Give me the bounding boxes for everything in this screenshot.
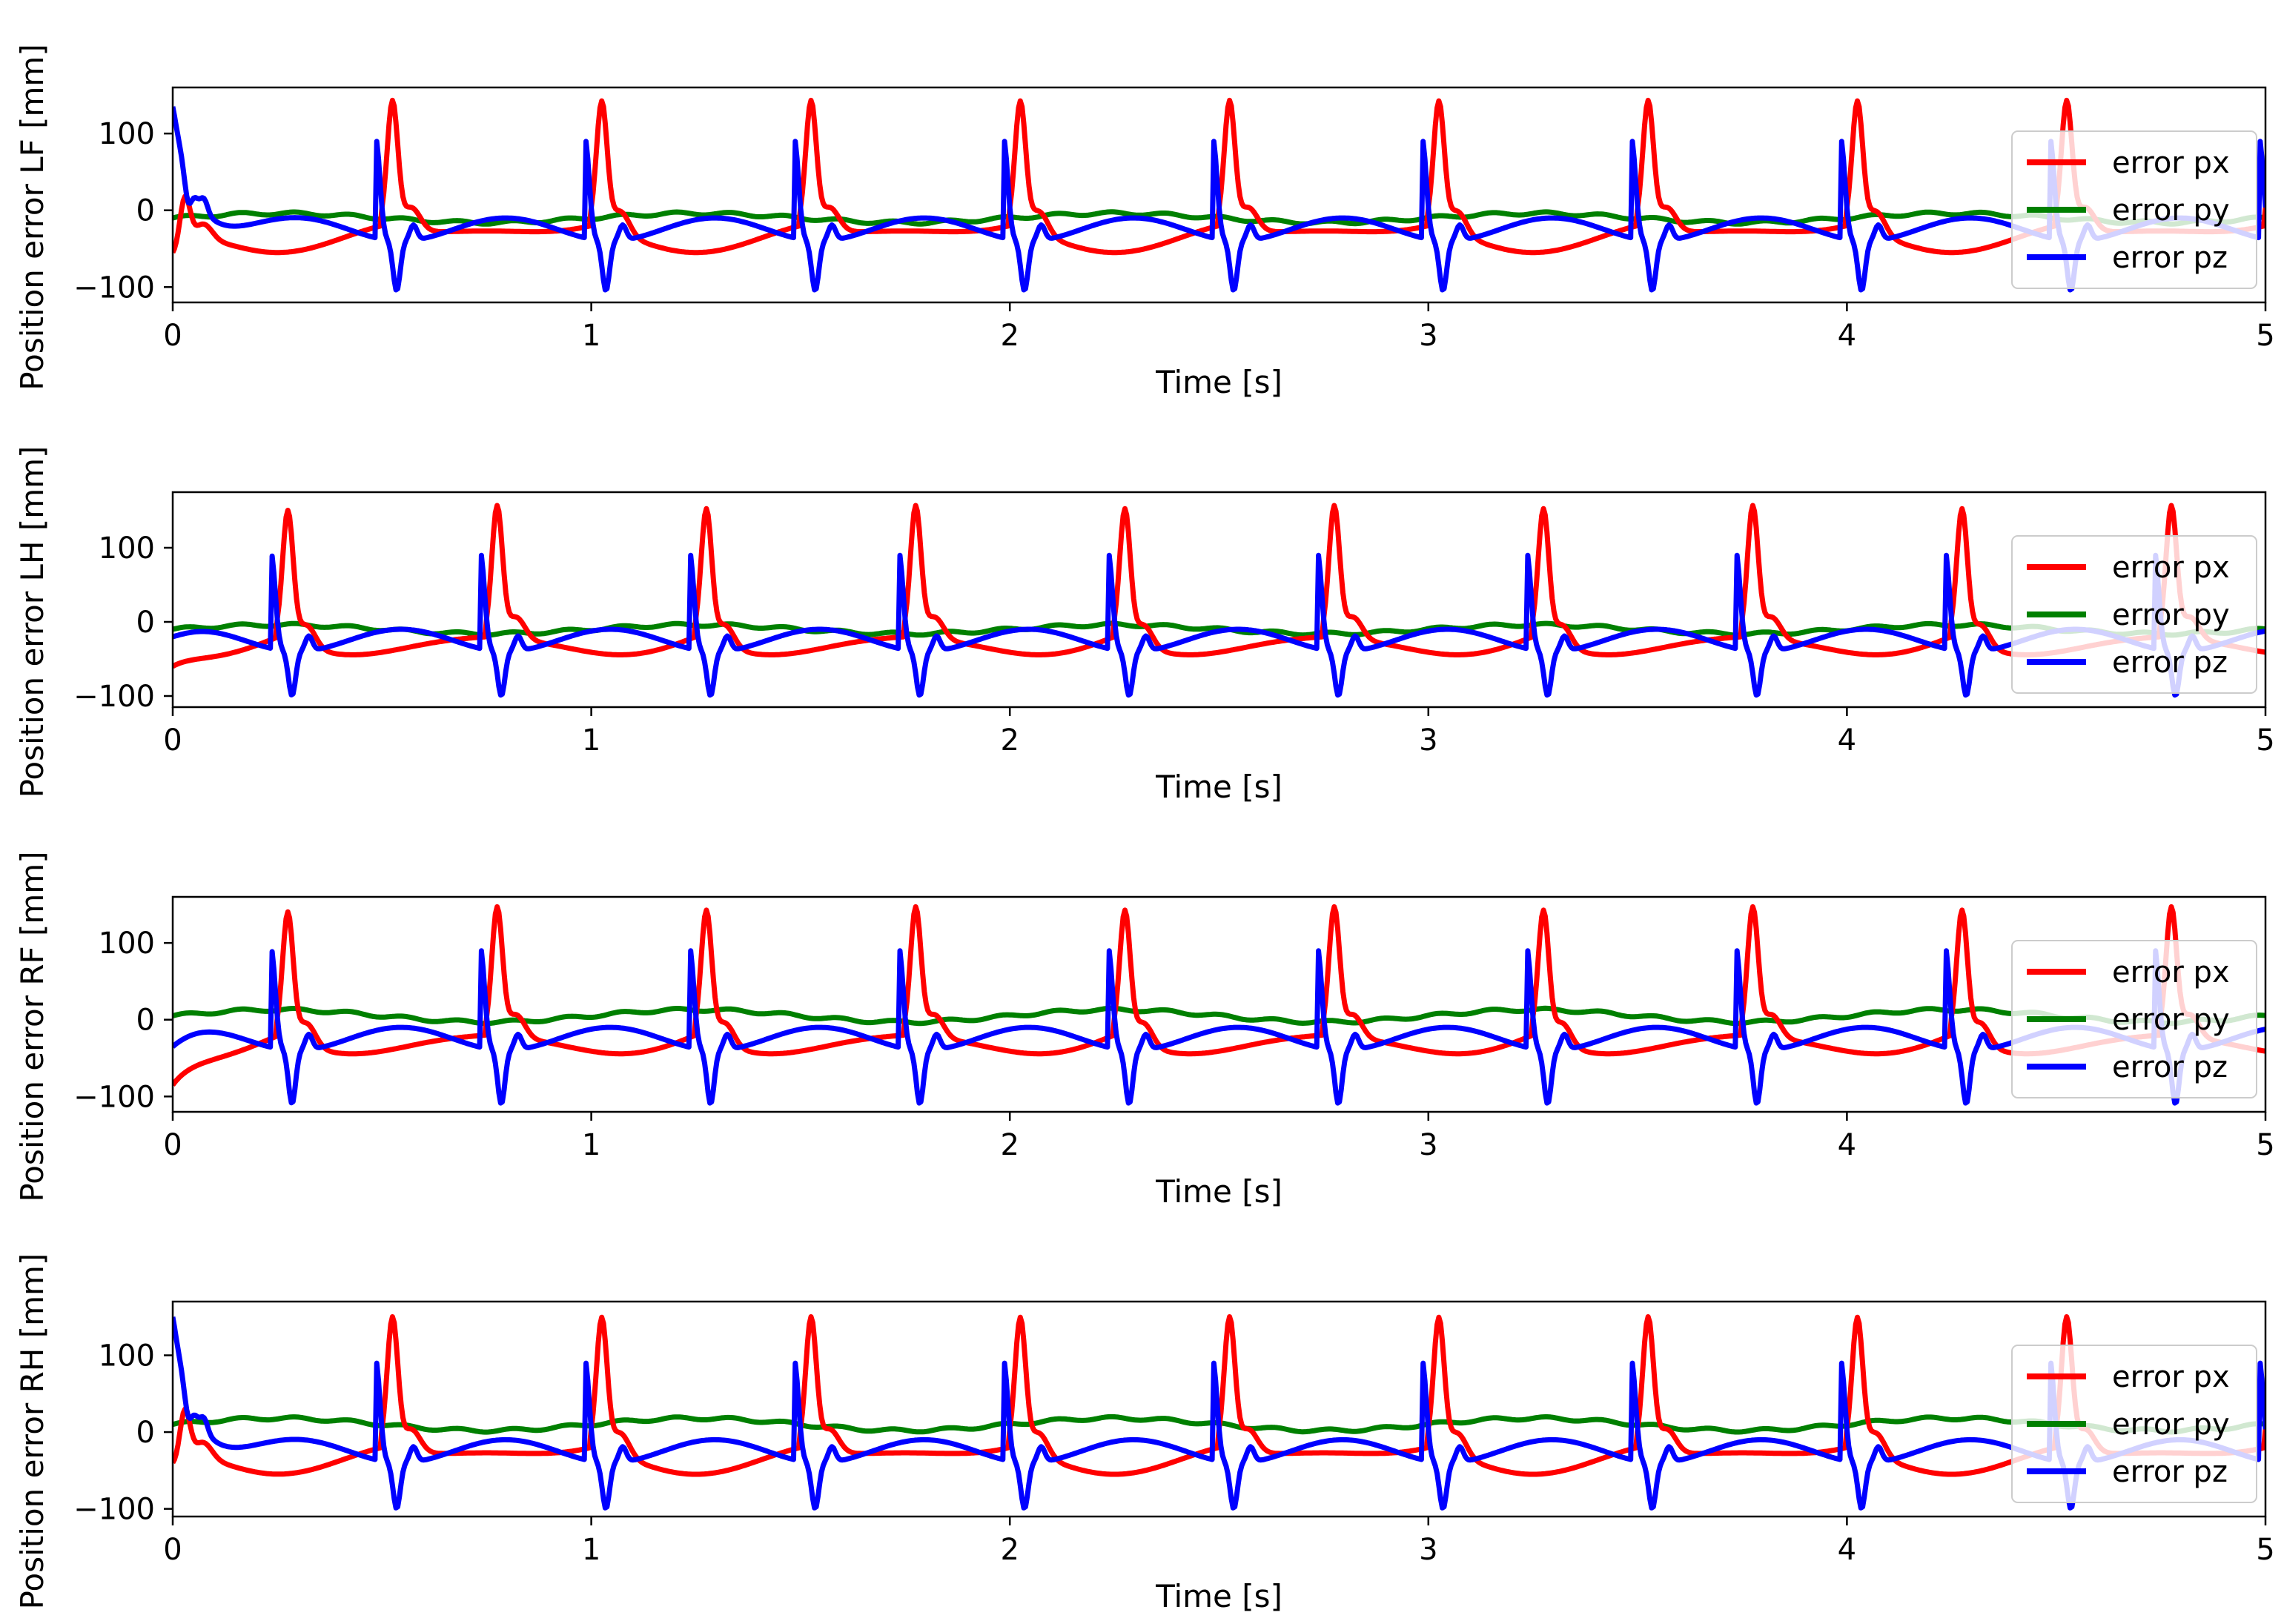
x-tick-label: 5 <box>2256 1533 2274 1567</box>
legend-label-error-px: error px <box>2112 1360 2230 1394</box>
y-tick-label: 100 <box>99 531 155 566</box>
x-tick-label: 3 <box>1419 1128 1437 1162</box>
y-tick-label: 100 <box>99 927 155 961</box>
x-tick-label: 3 <box>1419 723 1437 758</box>
x-tick-label: 0 <box>163 723 182 758</box>
x-tick-label: 4 <box>1838 1128 1856 1162</box>
legend-label-error-px: error px <box>2112 955 2230 990</box>
x-tick-label: 2 <box>1000 1128 1019 1162</box>
legend-box <box>2011 130 2257 289</box>
x-tick-label: 0 <box>163 1533 182 1567</box>
x-tick-label: 0 <box>163 1128 182 1162</box>
x-tick-label: 5 <box>2256 1128 2274 1162</box>
legend-label-error-pz: error pz <box>2112 241 2228 275</box>
y-axis-label: Position error RH [mm] <box>14 1253 50 1610</box>
x-axis-label: Time [s] <box>1155 769 1282 805</box>
legend-label-error-pz: error pz <box>2112 1455 2228 1489</box>
legend-label-error-px: error px <box>2112 551 2230 585</box>
legend: error px error py error pz <box>2011 535 2257 694</box>
axes-frame <box>171 895 2267 1113</box>
legend: error px error py error pz <box>2011 130 2257 289</box>
plot-area <box>173 904 2265 1106</box>
legend-label-error-py: error py <box>2112 1003 2230 1037</box>
y-tick-label: 0 <box>136 1416 155 1450</box>
legend-label-error-py: error py <box>2112 1408 2230 1442</box>
y-axis-label: Position error LF [mm] <box>14 44 50 390</box>
y-tick-label: 0 <box>136 194 155 228</box>
y-tick-label: 100 <box>99 1339 155 1373</box>
plot-area <box>173 1314 2265 1511</box>
y-tick-label: 0 <box>136 606 155 640</box>
series-line-error-pz <box>173 1316 2265 1511</box>
legend-box <box>2011 1345 2257 1503</box>
x-tick-label: 5 <box>2256 319 2274 353</box>
x-tick-label: 3 <box>1419 319 1437 353</box>
y-axis-label: Position error LH [mm] <box>14 446 50 798</box>
axes-frame <box>171 86 2267 304</box>
series-line-error-pz <box>173 106 2265 293</box>
y-axis-label: Position error RF [mm] <box>14 851 50 1202</box>
legend: error px error py error pz <box>2011 940 2257 1098</box>
y-tick-label: −100 <box>73 680 155 714</box>
series-line-error-px <box>173 503 2265 669</box>
x-tick-label: 3 <box>1419 1533 1437 1567</box>
legend-label-error-px: error px <box>2112 146 2230 180</box>
x-tick-label: 2 <box>1000 1533 1019 1567</box>
x-axis-label: Time [s] <box>1155 1578 1282 1614</box>
x-tick-label: 4 <box>1838 1533 1856 1567</box>
x-tick-label: 1 <box>582 1128 600 1162</box>
axes-frame <box>171 491 2267 709</box>
series-line-error-py <box>173 620 2265 638</box>
x-tick-label: 2 <box>1000 723 1019 758</box>
x-tick-label: 5 <box>2256 723 2274 758</box>
legend-label-error-py: error py <box>2112 598 2230 632</box>
legend-label-error-pz: error pz <box>2112 646 2228 680</box>
series-line-error-pz <box>173 552 2265 698</box>
series-line-error-pz <box>173 948 2265 1106</box>
x-tick-label: 2 <box>1000 319 1019 353</box>
x-tick-label: 0 <box>163 319 182 353</box>
x-tick-label: 4 <box>1838 723 1856 758</box>
x-tick-label: 1 <box>582 723 600 758</box>
plot-area <box>173 503 2265 698</box>
y-tick-label: 100 <box>99 117 155 151</box>
axes-frame <box>171 1300 2267 1518</box>
x-tick-label: 1 <box>582 319 600 353</box>
legend-box <box>2011 535 2257 694</box>
y-tick-label: −100 <box>73 1080 155 1114</box>
y-tick-label: −100 <box>73 1493 155 1527</box>
plot-area <box>173 97 2265 293</box>
y-tick-label: 0 <box>136 1004 155 1038</box>
y-tick-label: −100 <box>73 271 155 305</box>
x-axis-label: Time [s] <box>1155 1173 1282 1210</box>
x-tick-label: 1 <box>582 1533 600 1567</box>
legend-label-error-py: error py <box>2112 193 2230 228</box>
legend-box <box>2011 940 2257 1098</box>
series-line-error-px <box>173 904 2265 1087</box>
x-axis-label: Time [s] <box>1155 364 1282 400</box>
legend: error px error py error pz <box>2011 1345 2257 1503</box>
legend-label-error-pz: error pz <box>2112 1050 2228 1084</box>
x-tick-label: 4 <box>1838 319 1856 353</box>
